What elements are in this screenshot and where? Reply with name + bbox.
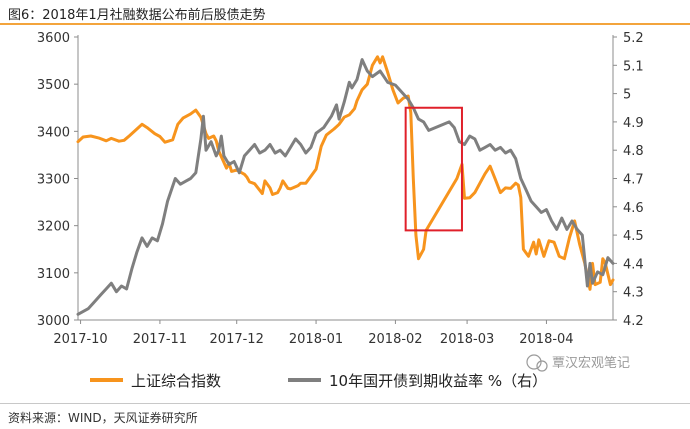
y-right-tick-label: 4.6: [623, 201, 644, 216]
source-note: 资料来源：WIND，天风证券研究所: [8, 411, 198, 425]
y-left-tick-label: 3300: [37, 173, 70, 188]
y-left-tick-label: 3200: [37, 220, 70, 235]
x-tick-label: 2018-01: [289, 332, 343, 347]
x-tick-label: 2017-11: [133, 332, 187, 347]
y-left-tick-label: 3500: [37, 78, 70, 93]
y-right-tick-label: 4.5: [623, 229, 644, 244]
x-tick-label: 2017-12: [210, 332, 264, 347]
y-left-tick-label: 3600: [37, 31, 70, 46]
y-left-tick-label: 3000: [37, 314, 70, 329]
y-right-tick-label: 4.7: [623, 173, 644, 188]
y-right-tick-label: 4.3: [623, 286, 644, 301]
wechat-icon: [526, 354, 542, 370]
figure-title: 图6：2018年1月社融数据公布前后股债走势: [8, 8, 266, 23]
title-underline: [0, 23, 690, 25]
wechat-icon-bubble: [536, 360, 548, 372]
y-left-tick-label: 3100: [37, 267, 70, 282]
x-tick-label: 2018-04: [519, 332, 573, 347]
series-line-shanghai-composite: [76, 55, 615, 291]
x-tick-label: 2017-10: [53, 332, 107, 347]
watermark-text: 覃汉宏观笔记: [552, 355, 630, 371]
y-right-tick-label: 5.1: [623, 59, 644, 74]
y-right-tick-label: 5: [623, 88, 631, 103]
y-right-tick-label: 4.4: [623, 257, 644, 272]
x-tick-label: 2018-02: [368, 332, 422, 347]
y-right-tick-label: 5.2: [623, 31, 644, 46]
y-right-tick-label: 4.9: [623, 116, 644, 131]
source-divider: [0, 403, 690, 404]
y-left-tick-label: 3400: [37, 125, 70, 140]
legend-label-shanghai-composite: 上证综合指数: [131, 372, 221, 390]
y-right-tick-label: 4.2: [623, 314, 644, 329]
legend-label-cdb-10y-yield: 10年国开债到期收益率 %（右）: [329, 372, 547, 390]
y-right-tick-label: 4.8: [623, 144, 644, 159]
x-tick-label: 2018-03: [440, 332, 494, 347]
series-line-cdb-10y-yield: [76, 58, 615, 316]
highlight-box: [404, 106, 463, 232]
